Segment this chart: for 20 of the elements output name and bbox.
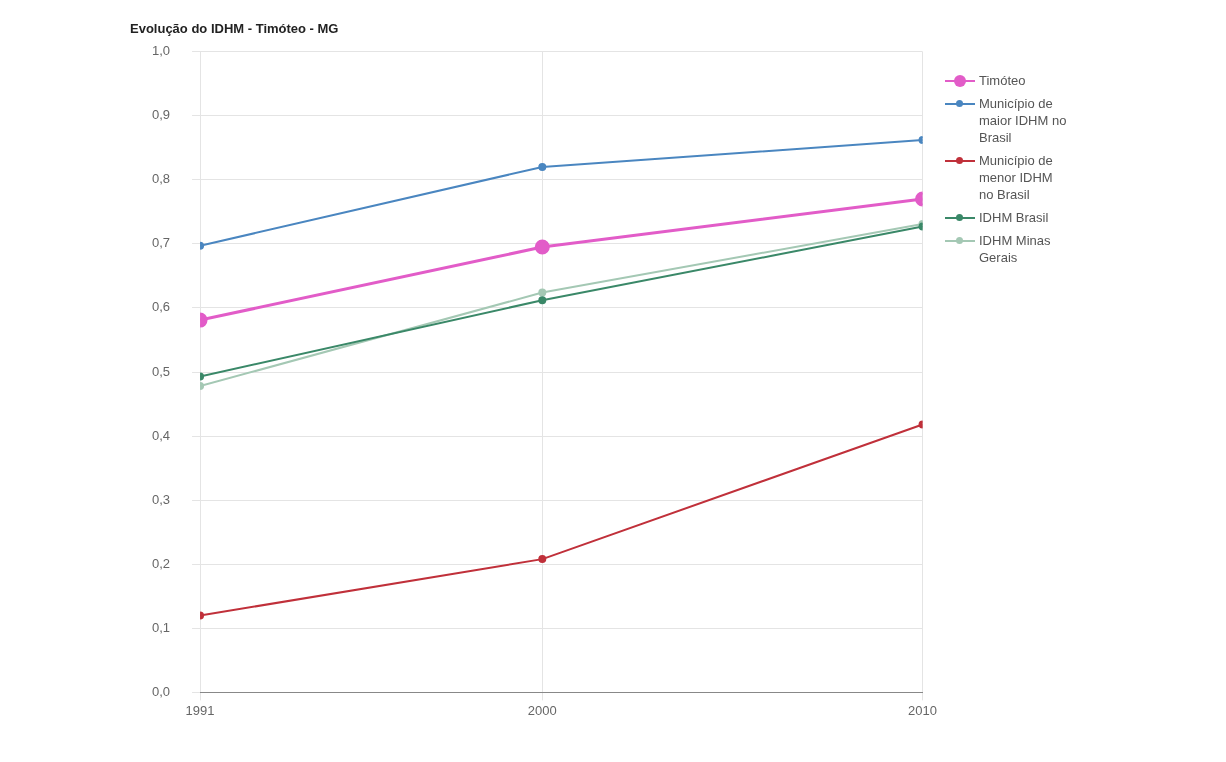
x-tick-label: 2000 (527, 702, 557, 718)
y-tick-label: 0,3 (151, 491, 171, 507)
y-tick-label: 0,1 (151, 619, 171, 635)
y-tick-label: 0,8 (151, 171, 171, 187)
chart-title: Evolução do IDHM - Timóteo - MG (130, 21, 339, 37)
y-tick-label: 1,0 (151, 43, 171, 59)
y-tick-label: 0,4 (151, 427, 171, 443)
y-tick-label: 0,6 (151, 299, 171, 315)
y-tick-label: 0,0 (151, 683, 171, 699)
x-tick-label: 2010 (908, 702, 937, 718)
x-tick-label: 1991 (185, 702, 215, 718)
y-tick-label: 0,9 (151, 107, 171, 123)
legend-label: IDHM Brasil (979, 209, 1049, 226)
y-tick-label: 0,5 (151, 363, 171, 379)
legend-label: Município de menor IDHM no Brasil (979, 152, 1054, 203)
legend-label: Timóteo (979, 72, 1026, 89)
legend-label: IDHM Minas Gerais (979, 232, 1052, 266)
y-tick-label: 0,2 (151, 555, 171, 571)
y-tick-label: 0,7 (151, 235, 171, 251)
legend-label: Município de maior IDHM no Brasil (979, 95, 1068, 146)
